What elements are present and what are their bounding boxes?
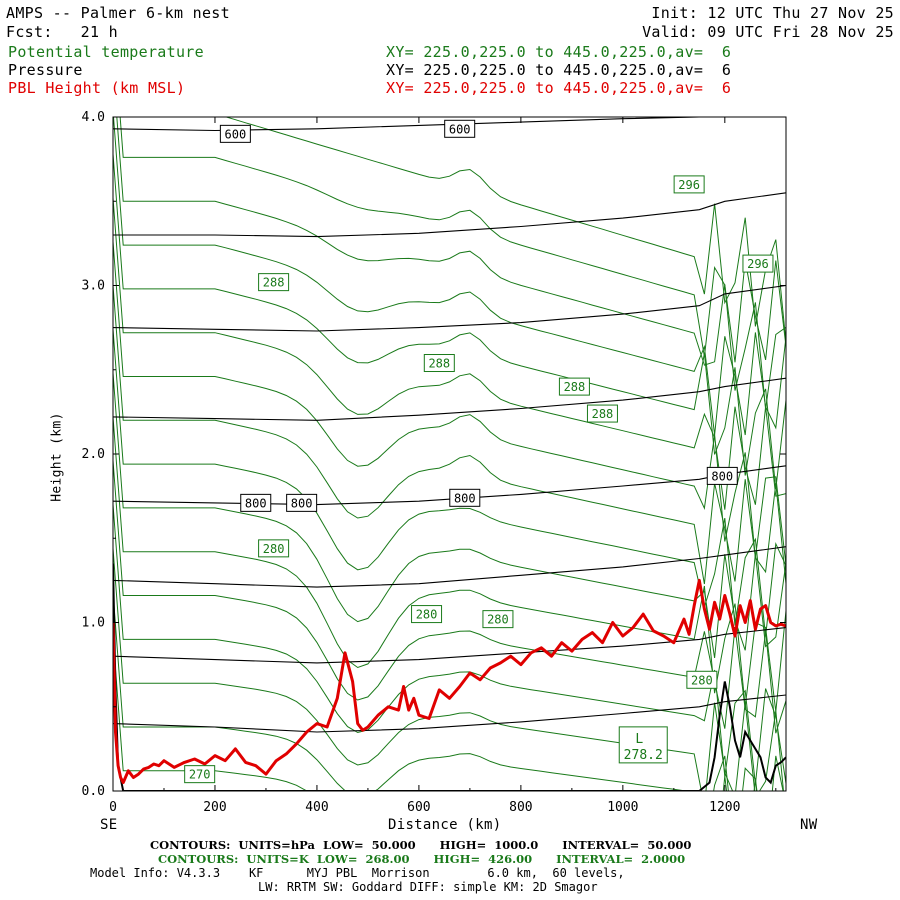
theta-contour-line: [113, 197, 786, 510]
theta-contour-line: [113, 504, 786, 785]
field-pressure-xy: XY= 225.0,225.0 to 445.0,225.0,av= 6: [386, 61, 732, 79]
x-tick-label: 0: [109, 800, 117, 815]
y-tick-label: 2.0: [82, 447, 105, 462]
field-theta-name: Potential temperature: [8, 43, 204, 61]
theta-label-box: [258, 273, 290, 292]
theta-contour-line: [113, 460, 786, 734]
theta-label-box: [423, 354, 455, 373]
forecast-hour: Fcst: 21 h: [6, 23, 118, 41]
x-tick-label: 400: [305, 800, 328, 815]
low-letter: L: [635, 732, 643, 747]
pressure-contour-750: [113, 377, 786, 421]
theta-label-box: [258, 539, 290, 558]
theta-label: 288: [428, 357, 450, 371]
theta-label-box: [411, 605, 443, 624]
theta-label-box: [558, 377, 590, 396]
x-tick-label: 1200: [709, 800, 740, 815]
theta-contour-line: [113, 154, 786, 490]
y-tick-label: 1.0: [82, 616, 105, 631]
pressure-label-box: [444, 119, 476, 138]
pressure-label: 800: [711, 469, 733, 483]
theta-label: 280: [691, 673, 713, 687]
theta-contour-line: [224, 117, 786, 343]
y-axis-label: Height (km): [49, 412, 65, 502]
footer-pressure-contours: CONTOURS: UNITS=hPa LOW= 50.000 HIGH= 10…: [150, 838, 692, 852]
x-tick-label: 200: [203, 800, 226, 815]
theta-label: 296: [678, 178, 700, 192]
theta-label: 280: [416, 608, 438, 622]
theta-contour-line: [113, 329, 786, 637]
pressure-label: 600: [225, 127, 247, 141]
theta-label: 270: [189, 768, 211, 782]
pressure-label: 600: [449, 122, 471, 136]
theta-label: 280: [263, 542, 285, 556]
nw-end-label: NW: [800, 817, 818, 833]
valid-time: Valid: 09 UTC Fri 28 Nov 25: [642, 23, 894, 41]
theta-label-box: [184, 765, 216, 784]
x-tick-label: 1000: [607, 800, 638, 815]
theta-contour-line: [113, 241, 786, 566]
y-tick-label: 3.0: [82, 279, 105, 294]
theta-label: 288: [564, 380, 586, 394]
theta-label: 288: [592, 407, 614, 421]
x-axis-label: Distance (km): [388, 817, 502, 833]
pressure-label-box: [706, 466, 738, 485]
footer-model-info: Model Info: V4.3.3 KF MYJ PBL Morrison 6…: [90, 866, 625, 880]
theta-label: 288: [263, 276, 285, 290]
pressure-contour-850: [113, 546, 786, 588]
theta-label-box: [673, 175, 705, 194]
theta-contour-line: [113, 285, 786, 585]
low-value: 278.2: [624, 748, 663, 763]
pressure-label-box: [449, 488, 481, 507]
pressure-label: 800: [291, 496, 313, 510]
pressure-label-box: [219, 124, 251, 143]
theta-label-box: [742, 254, 774, 273]
pressure-contour-950: [113, 694, 786, 733]
field-theta-xy: XY= 225.0,225.0 to 445.0,225.0,av= 6: [386, 43, 732, 61]
terrain-line: [113, 563, 786, 791]
footer-theta-contours: CONTOURS: UNITS=K LOW= 268.00 HIGH= 426.…: [158, 852, 686, 866]
theta-contour-line: [113, 373, 786, 658]
theta-label: 280: [487, 613, 509, 627]
pressure-label: 800: [454, 491, 476, 505]
field-pressure-name: Pressure: [8, 61, 83, 79]
plot-area: 600 600 800 800 800 800 296 296 288 288 288 288 280 2…: [113, 117, 786, 791]
y-tick-label: 0.0: [82, 784, 105, 799]
pressure-label: 800: [245, 496, 267, 510]
theta-contour-line: [119, 117, 786, 363]
footer-physics-info: LW: RRTM SW: Goddard DIFF: simple KM: 2D…: [258, 880, 598, 894]
field-pbl-xy: XY= 225.0,225.0 to 445.0,225.0,av= 6: [386, 79, 732, 97]
theta-contour-line: [113, 416, 786, 712]
pressure-label-box: [286, 493, 318, 512]
pressure-contour-650: [113, 192, 786, 238]
plot-frame: [112, 116, 787, 792]
y-tick-label: 4.0: [82, 110, 105, 125]
se-end-label: SE: [100, 817, 118, 833]
pressure-contour-900: [113, 627, 786, 664]
theta-contour-line: [113, 117, 786, 436]
pressure-contour-700: [113, 284, 786, 332]
theta-label-box: [482, 610, 514, 629]
low-label-box: [618, 726, 668, 764]
init-time: Init: 12 UTC Thu 27 Nov 25: [651, 4, 894, 22]
theta-label-box: [686, 670, 718, 689]
x-tick-label: 800: [509, 800, 532, 815]
theta-contour-line: [113, 635, 757, 791]
theta-contour-line: [116, 117, 786, 410]
pbl-height-line: [113, 578, 786, 785]
field-pbl-name: PBL Height (km MSL): [8, 79, 186, 97]
theta-contour-line: [113, 548, 784, 791]
x-tick-label: 600: [407, 800, 430, 815]
theta-label-box: [586, 404, 618, 423]
theta-label: 296: [747, 257, 769, 271]
pressure-label-box: [240, 493, 272, 512]
chart-title: AMPS -- Palmer 6-km nest: [6, 4, 230, 22]
